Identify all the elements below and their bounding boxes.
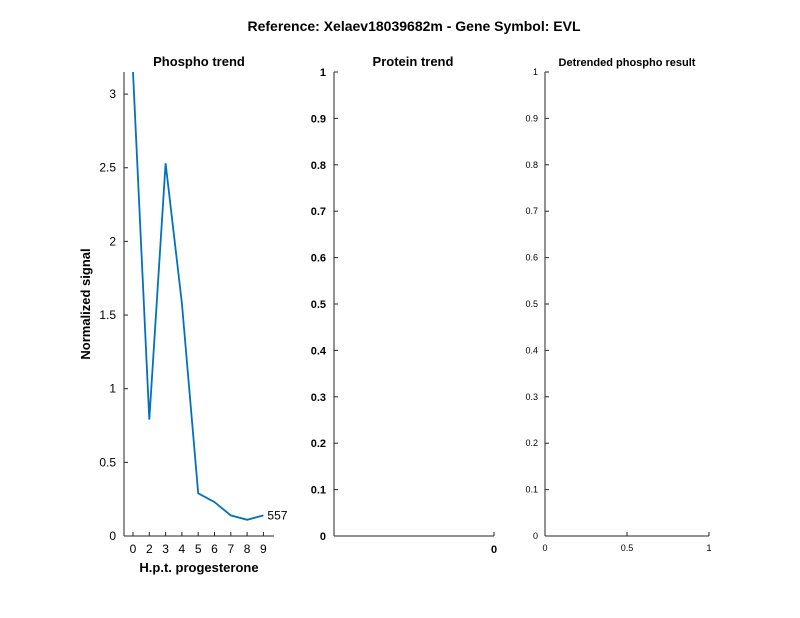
phospho-x-tick-label: 8: [244, 542, 251, 556]
protein-y-tick-label: 0.2: [311, 438, 326, 450]
detrended-y-tick-label: 0.5: [525, 299, 538, 309]
phospho-y-ticks: 0 0.5 1 1.5 2 2.5 3: [99, 87, 128, 543]
phospho-x-tick-label: 7: [227, 542, 234, 556]
phospho-series-line: [132, 71, 264, 521]
figure-title: Reference: Xelaev18039682m - Gene Symbol…: [247, 18, 581, 34]
protein-trend-panel: Protein trend 00.10.20.30.40.50.60.70.80…: [311, 54, 497, 556]
detrended-y-tick-label: 0.8: [525, 160, 538, 170]
detrended-y-tick-label: 0.2: [525, 438, 538, 448]
phospho-y-axis-label: Normalized signal: [78, 248, 93, 359]
protein-y-tick-label: 0.4: [311, 345, 327, 357]
protein-y-tick-label: 1: [320, 67, 326, 79]
phospho-y-tick-label: 3: [109, 87, 116, 101]
detrended-x-tick-label: 0: [542, 543, 547, 553]
protein-y-tick-label: 0.3: [311, 392, 326, 404]
phospho-x-tick-label: 0: [130, 542, 137, 556]
detrended-y-tick-label: 0.7: [525, 206, 538, 216]
protein-y-tick-label: 0: [320, 531, 326, 543]
protein-x-ticks: 0: [491, 532, 497, 556]
detrended-y-tick-label: 1: [533, 67, 538, 77]
phospho-x-tick-label: 5: [195, 542, 202, 556]
protein-trend-title: Protein trend: [373, 54, 454, 69]
phospho-y-tick-label: 2: [109, 234, 116, 248]
phospho-y-tick-label: 1: [109, 382, 116, 396]
detrended-x-tick-label: 0.5: [621, 543, 634, 553]
phospho-y-tick-label: 1.5: [99, 308, 116, 322]
protein-y-tick-label: 0.7: [311, 206, 326, 218]
phospho-x-tick-label: 2: [146, 542, 153, 556]
protein-y-tick-label: 0.1: [311, 485, 326, 497]
phospho-trend-title: Phospho trend: [153, 54, 245, 69]
protein-y-tick-label: 0.6: [311, 253, 326, 265]
phospho-x-tick-label: 6: [211, 542, 218, 556]
phospho-x-axis-label: H.p.t. progesterone: [139, 560, 258, 575]
protein-y-tick-label: 0.5: [311, 299, 326, 311]
detrended-y-tick-label: 0: [533, 531, 538, 541]
detrended-y-ticks: 0 0.1 0.2 0.3 0.4 0.5 0.6 0.7 0.8 0.9 1: [525, 67, 549, 541]
phospho-series-end-label: 557: [267, 508, 287, 522]
detrended-x-tick-label: 1: [706, 543, 711, 553]
protein-y-ticks: 0 0.1 0.2 0.3 0.4 0.5 0.6 0.7 0.8 0.9 1: [311, 67, 338, 543]
phospho-x-tick-label: 4: [179, 542, 186, 556]
phospho-x-tick-label: 3: [162, 542, 169, 556]
phospho-x-tick-label: 9: [260, 542, 267, 556]
phospho-y-tick-label: 0: [109, 529, 116, 543]
detrended-y-tick-label: 0.9: [525, 113, 538, 123]
protein-x-tick-label: 0: [491, 544, 497, 556]
detrended-y-tick-label: 0.3: [525, 392, 538, 402]
detrended-y-tick-label: 0.4: [525, 345, 538, 355]
phospho-y-tick-label: 0.5: [99, 455, 116, 469]
detrended-phospho-panel: Detrended phospho result 0 0.1 0.2 0.3 0.4 0.…: [525, 57, 711, 553]
detrended-y-tick-label: 0.6: [525, 253, 538, 263]
detrended-phospho-title: Detrended phospho result: [559, 57, 696, 69]
detrended-y-tick-label: 0.1: [525, 485, 538, 495]
protein-y-tick-label: 0.9: [311, 113, 326, 125]
detrended-x-ticks: 0 0.5 1: [542, 532, 712, 553]
phospho-y-tick-label: 2.5: [99, 161, 116, 175]
protein-y-tick-label: 0.8: [311, 160, 326, 172]
